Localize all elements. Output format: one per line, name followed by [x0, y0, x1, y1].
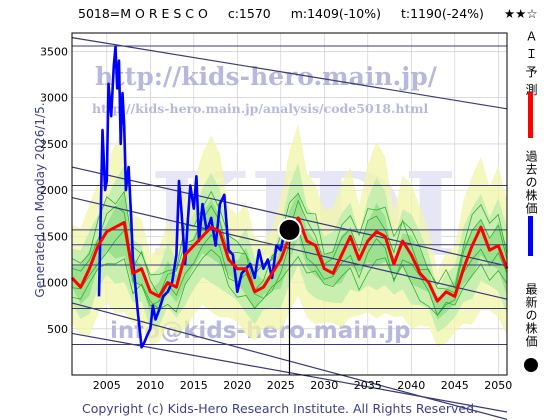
legend-blue-line-icon: [528, 216, 533, 256]
y-tick-label: 500: [47, 323, 68, 336]
mid-target: m:1409(-10%): [290, 6, 381, 21]
chart-header: 5018=M O R E S C O c:1570 m:1409(-10%) t…: [78, 6, 554, 21]
y-tick-label: 2000: [40, 184, 68, 197]
x-tick-label: 2040: [397, 379, 425, 392]
x-tick-label: 2045: [441, 379, 469, 392]
legend-black-dot-icon: [524, 358, 538, 372]
x-tick-label: 2030: [310, 379, 338, 392]
y-tick-label: 1000: [40, 277, 68, 290]
legend-latest-price: 最新の株価: [515, 283, 541, 378]
trend-line: [71, 37, 508, 110]
target-price: t:1190(-24%): [400, 6, 484, 21]
x-tick-label: 2005: [93, 379, 121, 392]
legend-label: Ａ Ｉ 予 測: [524, 30, 538, 97]
generated-date-text: Generated on Monday 2026/1/5.: [33, 102, 47, 298]
y-tick-label: 1500: [40, 230, 68, 243]
latest-price-marker: [277, 217, 302, 242]
legend-past-price: 過去の株価: [515, 150, 541, 260]
trend-line: [71, 166, 508, 267]
legend-ai-forecast: Ａ Ｉ 予 測: [515, 30, 541, 145]
x-tick-label: 2050: [484, 379, 512, 392]
x-tick-label: 2015: [180, 379, 208, 392]
x-tick-label: 2025: [267, 379, 295, 392]
y-tick-label: 3500: [40, 45, 68, 58]
past-price-line: [97, 45, 291, 349]
watermark-url-detail: http://kids-hero.main.jp/analysis/code50…: [92, 101, 428, 116]
copyright-footer: Copyright (c) Kids-Hero Research Institu…: [81, 401, 479, 416]
plot-frame: [71, 32, 508, 376]
x-tick-label: 2020: [223, 379, 251, 392]
watermark-url: http://kids-hero.main.jp/: [95, 62, 438, 91]
x-tick-label: 2010: [136, 379, 164, 392]
legend-label: 過去の株価: [524, 150, 538, 215]
legend-label: 最新の株価: [524, 283, 538, 348]
rating-stars: ★★☆: [503, 6, 538, 21]
stock-code-name: 5018=M O R E S C O: [78, 6, 208, 21]
y-tick-label: 3000: [40, 92, 68, 105]
x-tick-label: 2035: [354, 379, 382, 392]
current-price: c:1570: [227, 6, 271, 21]
legend-red-line-icon: [528, 92, 533, 138]
forecast-scenario-line: [71, 190, 508, 290]
y-tick-label: 2500: [40, 138, 68, 151]
